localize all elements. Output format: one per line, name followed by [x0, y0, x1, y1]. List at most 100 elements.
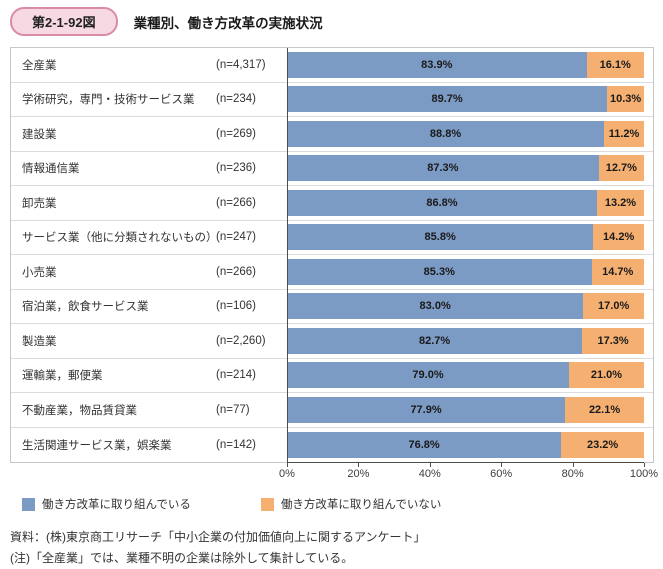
chart-row: 宿泊業，飲食サービス業 (n=106) 83.0% 17.0% [11, 290, 653, 324]
chart-row: サービス業（他に分類されないもの） (n=247) 85.8% 14.2% [11, 221, 653, 255]
stacked-bar: 77.9% 22.1% [287, 396, 644, 423]
bar-segment-no: 21.0% [569, 362, 644, 389]
bar-segment-yes: 76.8% [287, 431, 562, 458]
category-label: 製造業 [22, 335, 57, 348]
category-label: 建設業 [22, 128, 57, 141]
chart-row: 製造業 (n=2,260) 82.7% 17.3% [11, 324, 653, 359]
x-axis-tick-label: 40% [418, 468, 441, 480]
chart-row: 建設業 (n=269) 88.8% 11.2% [11, 117, 653, 152]
stacked-bar: 85.8% 14.2% [287, 224, 644, 251]
figure-title: 業種別、働き方改革の実施状況 [133, 15, 323, 31]
x-axis-tick-label: 0% [279, 468, 295, 480]
legend-swatch-yes [22, 497, 35, 511]
x-axis-tick [287, 463, 288, 467]
bar-segment-yes: 82.7% [287, 327, 583, 354]
bar-segment-yes: 86.8% [287, 189, 597, 216]
x-axis-tick [429, 463, 431, 467]
x-axis-tick-label: 80% [561, 468, 584, 480]
category-label: 小売業 [22, 266, 57, 279]
bar-segment-no: 13.2% [596, 189, 644, 216]
sample-size-label: (n=266) [216, 265, 256, 278]
category-label: 学術研究，専門・技術サービス業 [22, 94, 195, 107]
chart-row: 運輸業，郵便業 (n=214) 79.0% 21.0% [11, 359, 653, 393]
footer: 資料：(株)東京商工リサーチ「中小企業の付加価値向上に関するアンケート」 (注)… [10, 527, 663, 569]
bar-segment-no: 11.2% [604, 120, 644, 147]
bar-segment-yes: 89.7% [287, 86, 608, 113]
sample-size-label: (n=142) [216, 438, 256, 451]
sample-size-label: (n=77) [216, 403, 250, 416]
bar-segment-yes: 83.9% [287, 51, 587, 78]
category-label: 不動産業，物品賃貸業 [22, 404, 137, 417]
chart-row: 全産業 (n=4,317) 83.9% 16.1% [11, 48, 653, 83]
sample-size-label: (n=234) [216, 93, 256, 106]
y-axis-line [287, 48, 288, 462]
stacked-bar: 87.3% 12.7% [287, 155, 644, 182]
bar-segment-no: 16.1% [586, 51, 644, 78]
sample-size-label: (n=269) [216, 127, 256, 140]
x-axis-tick-label: 20% [347, 468, 370, 480]
figure-header: 第2-1-92図 業種別、働き方改革の実施状況 [0, 0, 663, 36]
legend: 働き方改革に取り組んでいる 働き方改革に取り組んでいない [22, 496, 663, 512]
category-label: サービス業（他に分類されないもの） [22, 232, 216, 245]
bar-segment-no: 14.7% [591, 258, 644, 285]
sample-size-label: (n=4,317) [216, 58, 266, 71]
stacked-bar: 83.9% 16.1% [287, 51, 644, 78]
category-label: 全産業 [22, 59, 57, 72]
bar-segment-yes: 83.0% [287, 293, 584, 320]
x-axis-tick [501, 463, 503, 467]
category-label: 卸売業 [22, 197, 57, 210]
category-label: 運輸業，郵便業 [22, 370, 103, 383]
bar-segment-yes: 77.9% [287, 396, 566, 423]
legend-label-yes: 働き方改革に取り組んでいる [42, 499, 191, 511]
bar-segment-yes: 85.8% [287, 224, 594, 251]
stacked-bar: 83.0% 17.0% [287, 293, 644, 320]
x-axis-tick-label: 60% [490, 468, 513, 480]
x-axis-line [287, 462, 644, 463]
stacked-bar: 82.7% 17.3% [287, 327, 644, 354]
bar-segment-no: 17.3% [582, 327, 644, 354]
chart-row: 生活関連サービス業，娯楽業 (n=142) 76.8% 23.2% [11, 428, 653, 463]
bar-segment-no: 17.0% [583, 293, 644, 320]
sample-size-label: (n=2,260) [216, 334, 266, 347]
chart-row: 学術研究，専門・技術サービス業 (n=234) 89.7% 10.3% [11, 83, 653, 117]
bar-segment-yes: 79.0% [287, 362, 570, 389]
annotation-note: (注)「全産業」では、業種不明の企業は除外して集計している。 [10, 551, 354, 565]
category-label: 生活関連サービス業，娯楽業 [22, 439, 172, 452]
stacked-bar: 79.0% 21.0% [287, 362, 644, 389]
figure-number-badge: 第2-1-92図 [10, 7, 118, 36]
legend-swatch-no [260, 497, 274, 511]
category-label: 宿泊業，飲食サービス業 [22, 301, 149, 314]
chart-row: 情報通信業 (n=236) 87.3% 12.7% [11, 152, 653, 186]
chart-area: 全産業 (n=4,317) 83.9% 16.1% 学術研究，専門・技術サービス… [10, 47, 654, 463]
stacked-bar: 88.8% 11.2% [287, 120, 644, 147]
x-axis: 0% 20% 40% 60% 80% 100% [279, 463, 658, 483]
source-note: 資料：(株)東京商工リサーチ「中小企業の付加価値向上に関するアンケート」 [10, 530, 426, 544]
sample-size-label: (n=106) [216, 300, 256, 313]
chart-row: 小売業 (n=266) 85.3% 14.7% [11, 255, 653, 290]
bar-segment-yes: 88.8% [287, 120, 605, 147]
bar-segment-no: 12.7% [598, 155, 644, 182]
sample-size-label: (n=247) [216, 231, 256, 244]
bar-segment-yes: 87.3% [287, 155, 599, 182]
bar-segment-no: 14.2% [593, 224, 644, 251]
stacked-bar: 85.3% 14.7% [287, 258, 644, 285]
legend-item-no: 働き方改革に取り組んでいない [260, 496, 442, 512]
bar-segment-no: 23.2% [561, 431, 644, 458]
x-axis-tick [572, 463, 574, 467]
bar-segment-yes: 85.3% [287, 258, 592, 285]
chart-row: 卸売業 (n=266) 86.8% 13.2% [11, 186, 653, 221]
bar-segment-no: 22.1% [565, 396, 644, 423]
sample-size-label: (n=214) [216, 369, 256, 382]
chart-rows: 全産業 (n=4,317) 83.9% 16.1% 学術研究，専門・技術サービス… [11, 48, 653, 462]
x-axis-tick-label: 100% [629, 468, 659, 480]
chart-row: 不動産業，物品賃貸業 (n=77) 77.9% 22.1% [11, 393, 653, 428]
x-axis-tick [644, 463, 645, 467]
sample-size-label: (n=266) [216, 196, 256, 209]
bar-segment-no: 10.3% [607, 86, 644, 113]
legend-item-yes: 働き方改革に取り組んでいる [22, 496, 191, 512]
sample-size-label: (n=236) [216, 162, 256, 175]
x-axis-tick [358, 463, 360, 467]
stacked-bar: 76.8% 23.2% [287, 431, 644, 458]
stacked-bar: 89.7% 10.3% [287, 86, 644, 113]
legend-label-no: 働き方改革に取り組んでいない [280, 499, 442, 511]
